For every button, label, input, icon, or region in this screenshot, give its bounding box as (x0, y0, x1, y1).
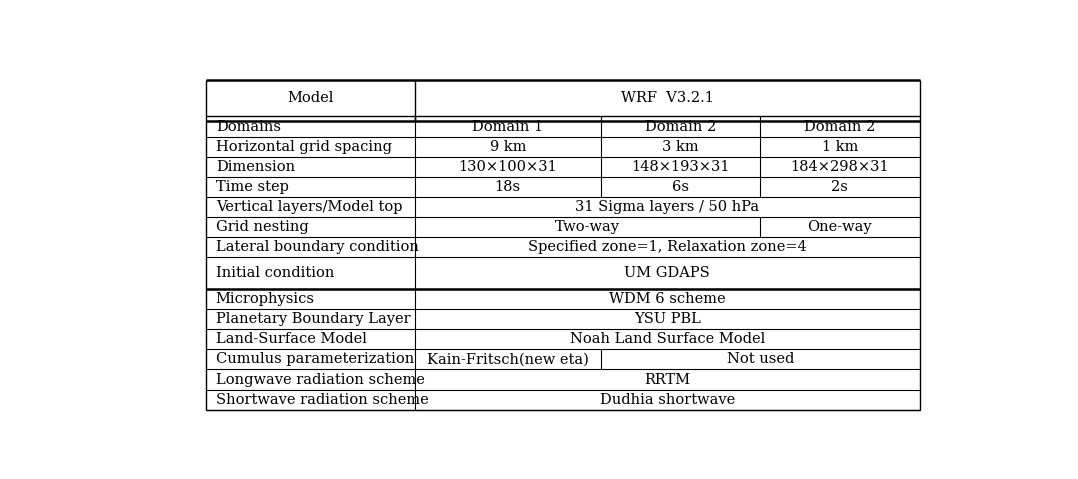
Text: WDM 6 scheme: WDM 6 scheme (609, 292, 725, 306)
Text: Microphysics: Microphysics (216, 292, 315, 306)
Text: Initial condition: Initial condition (216, 266, 334, 280)
Text: Dudhia shortwave: Dudhia shortwave (599, 393, 735, 407)
Text: Model: Model (287, 91, 333, 105)
Text: Grid nesting: Grid nesting (216, 220, 308, 234)
Text: Kain-Fritsch(new eta): Kain-Fritsch(new eta) (427, 353, 589, 366)
Text: 3 km: 3 km (662, 140, 699, 154)
Text: 2s: 2s (831, 180, 848, 194)
Text: Planetary Boundary Layer: Planetary Boundary Layer (216, 312, 411, 326)
Text: Domain 2: Domain 2 (645, 120, 716, 134)
Text: 9 km: 9 km (489, 140, 526, 154)
Text: Lateral boundary condition: Lateral boundary condition (216, 240, 418, 254)
Text: 148×193×31: 148×193×31 (631, 160, 730, 174)
Text: Dimension: Dimension (216, 160, 295, 174)
Text: RRTM: RRTM (645, 373, 690, 387)
Text: 1 km: 1 km (821, 140, 858, 154)
Text: YSU PBL: YSU PBL (634, 312, 701, 326)
Text: WRF  V3.2.1: WRF V3.2.1 (621, 91, 714, 105)
Text: Domains: Domains (216, 120, 280, 134)
Text: 6s: 6s (672, 180, 689, 194)
Text: 18s: 18s (495, 180, 521, 194)
Text: 184×298×31: 184×298×31 (790, 160, 889, 174)
Text: Time step: Time step (216, 180, 289, 194)
Text: Specified zone=1, Relaxation zone=4: Specified zone=1, Relaxation zone=4 (528, 240, 806, 254)
Text: Horizontal grid spacing: Horizontal grid spacing (216, 140, 391, 154)
Text: Not used: Not used (727, 353, 794, 366)
Text: UM GDAPS: UM GDAPS (624, 266, 710, 280)
Text: Two-way: Two-way (555, 220, 620, 234)
Text: Noah Land Surface Model: Noah Land Surface Model (570, 332, 765, 346)
Text: Longwave radiation scheme: Longwave radiation scheme (216, 373, 425, 387)
Text: 31 Sigma layers / 50 hPa: 31 Sigma layers / 50 hPa (576, 200, 759, 214)
Text: One-way: One-way (807, 220, 872, 234)
Text: 130×100×31: 130×100×31 (458, 160, 557, 174)
Text: Land-Surface Model: Land-Surface Model (216, 332, 367, 346)
Text: Cumulus parameterization: Cumulus parameterization (216, 353, 414, 366)
Text: Vertical layers/Model top: Vertical layers/Model top (216, 200, 402, 214)
Text: Domain 1: Domain 1 (472, 120, 543, 134)
Text: Domain 2: Domain 2 (804, 120, 875, 134)
Text: Shortwave radiation scheme: Shortwave radiation scheme (216, 393, 429, 407)
